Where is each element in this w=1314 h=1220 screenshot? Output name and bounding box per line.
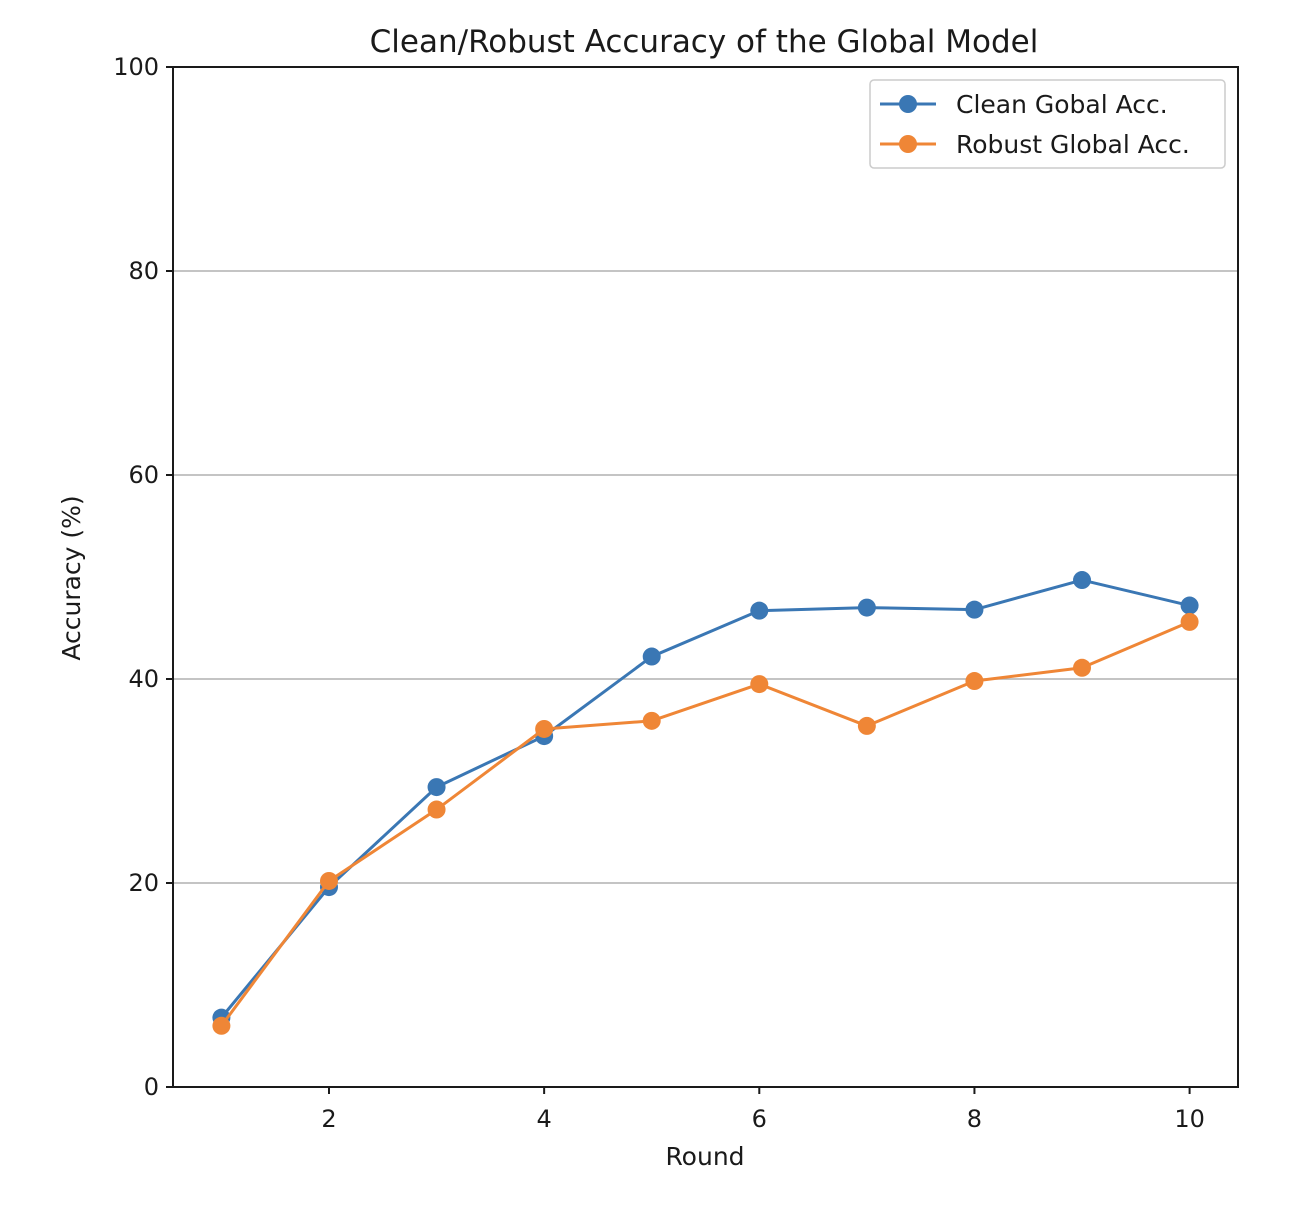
x-axis-label: Round	[665, 1142, 744, 1171]
legend-marker	[899, 135, 917, 153]
y-tick-label: 40	[128, 665, 159, 693]
data-point	[1073, 571, 1092, 590]
data-point	[535, 719, 554, 738]
legend-items: Clean Gobal Acc. Robust Global Acc.	[880, 90, 1190, 159]
data-point	[427, 778, 446, 797]
data-point	[1180, 596, 1199, 615]
legend-box	[869, 79, 1226, 169]
x-tick-label: 6	[752, 1105, 767, 1133]
data-point	[750, 601, 769, 620]
grid-layer	[173, 270, 1238, 884]
series-layer	[212, 571, 1199, 1035]
y-tick-label: 100	[113, 53, 159, 81]
x-tick-label: 10	[1174, 1105, 1205, 1133]
y-tick-label: 80	[128, 257, 159, 285]
series-line	[219, 578, 1192, 1020]
legend-label: Clean Gobal Acc.	[956, 90, 1168, 119]
data-point	[857, 598, 876, 617]
series-2	[212, 612, 1199, 1035]
chart-title: Clean/Robust Accuracy of the Global Mode…	[370, 24, 1039, 60]
y-axis-label: Accuracy (%)	[57, 495, 86, 660]
data-point	[1073, 658, 1092, 677]
data-point	[750, 675, 769, 694]
legend-item-2: Robust Global Acc.	[880, 130, 1190, 159]
data-point	[1180, 612, 1199, 631]
legend: Clean Gobal Acc. Robust Global Acc.	[869, 79, 1226, 169]
legend-label: Robust Global Acc.	[956, 130, 1190, 159]
x-tick-label: 4	[536, 1105, 551, 1133]
y-tick-label: 20	[128, 869, 159, 897]
data-point	[965, 600, 984, 619]
data-point	[965, 672, 984, 691]
data-point	[857, 716, 876, 735]
y-tick-label: 60	[128, 461, 159, 489]
x-tick-label: 2	[321, 1105, 336, 1133]
plot-frame	[172, 66, 1239, 1088]
data-point	[319, 871, 338, 890]
data-point	[427, 800, 446, 819]
data-point	[642, 647, 661, 666]
y-tick-label: 0	[144, 1073, 159, 1101]
data-point	[642, 711, 661, 730]
series-line	[219, 620, 1192, 1028]
axis-layer: 0 20 40 60 80 100 2 4 6 8 10	[113, 53, 1205, 1133]
series-1	[212, 571, 1199, 1027]
legend-item-1: Clean Gobal Acc.	[880, 90, 1168, 119]
x-tick-label: 8	[967, 1105, 982, 1133]
data-point	[212, 1016, 231, 1035]
legend-marker	[899, 95, 917, 113]
